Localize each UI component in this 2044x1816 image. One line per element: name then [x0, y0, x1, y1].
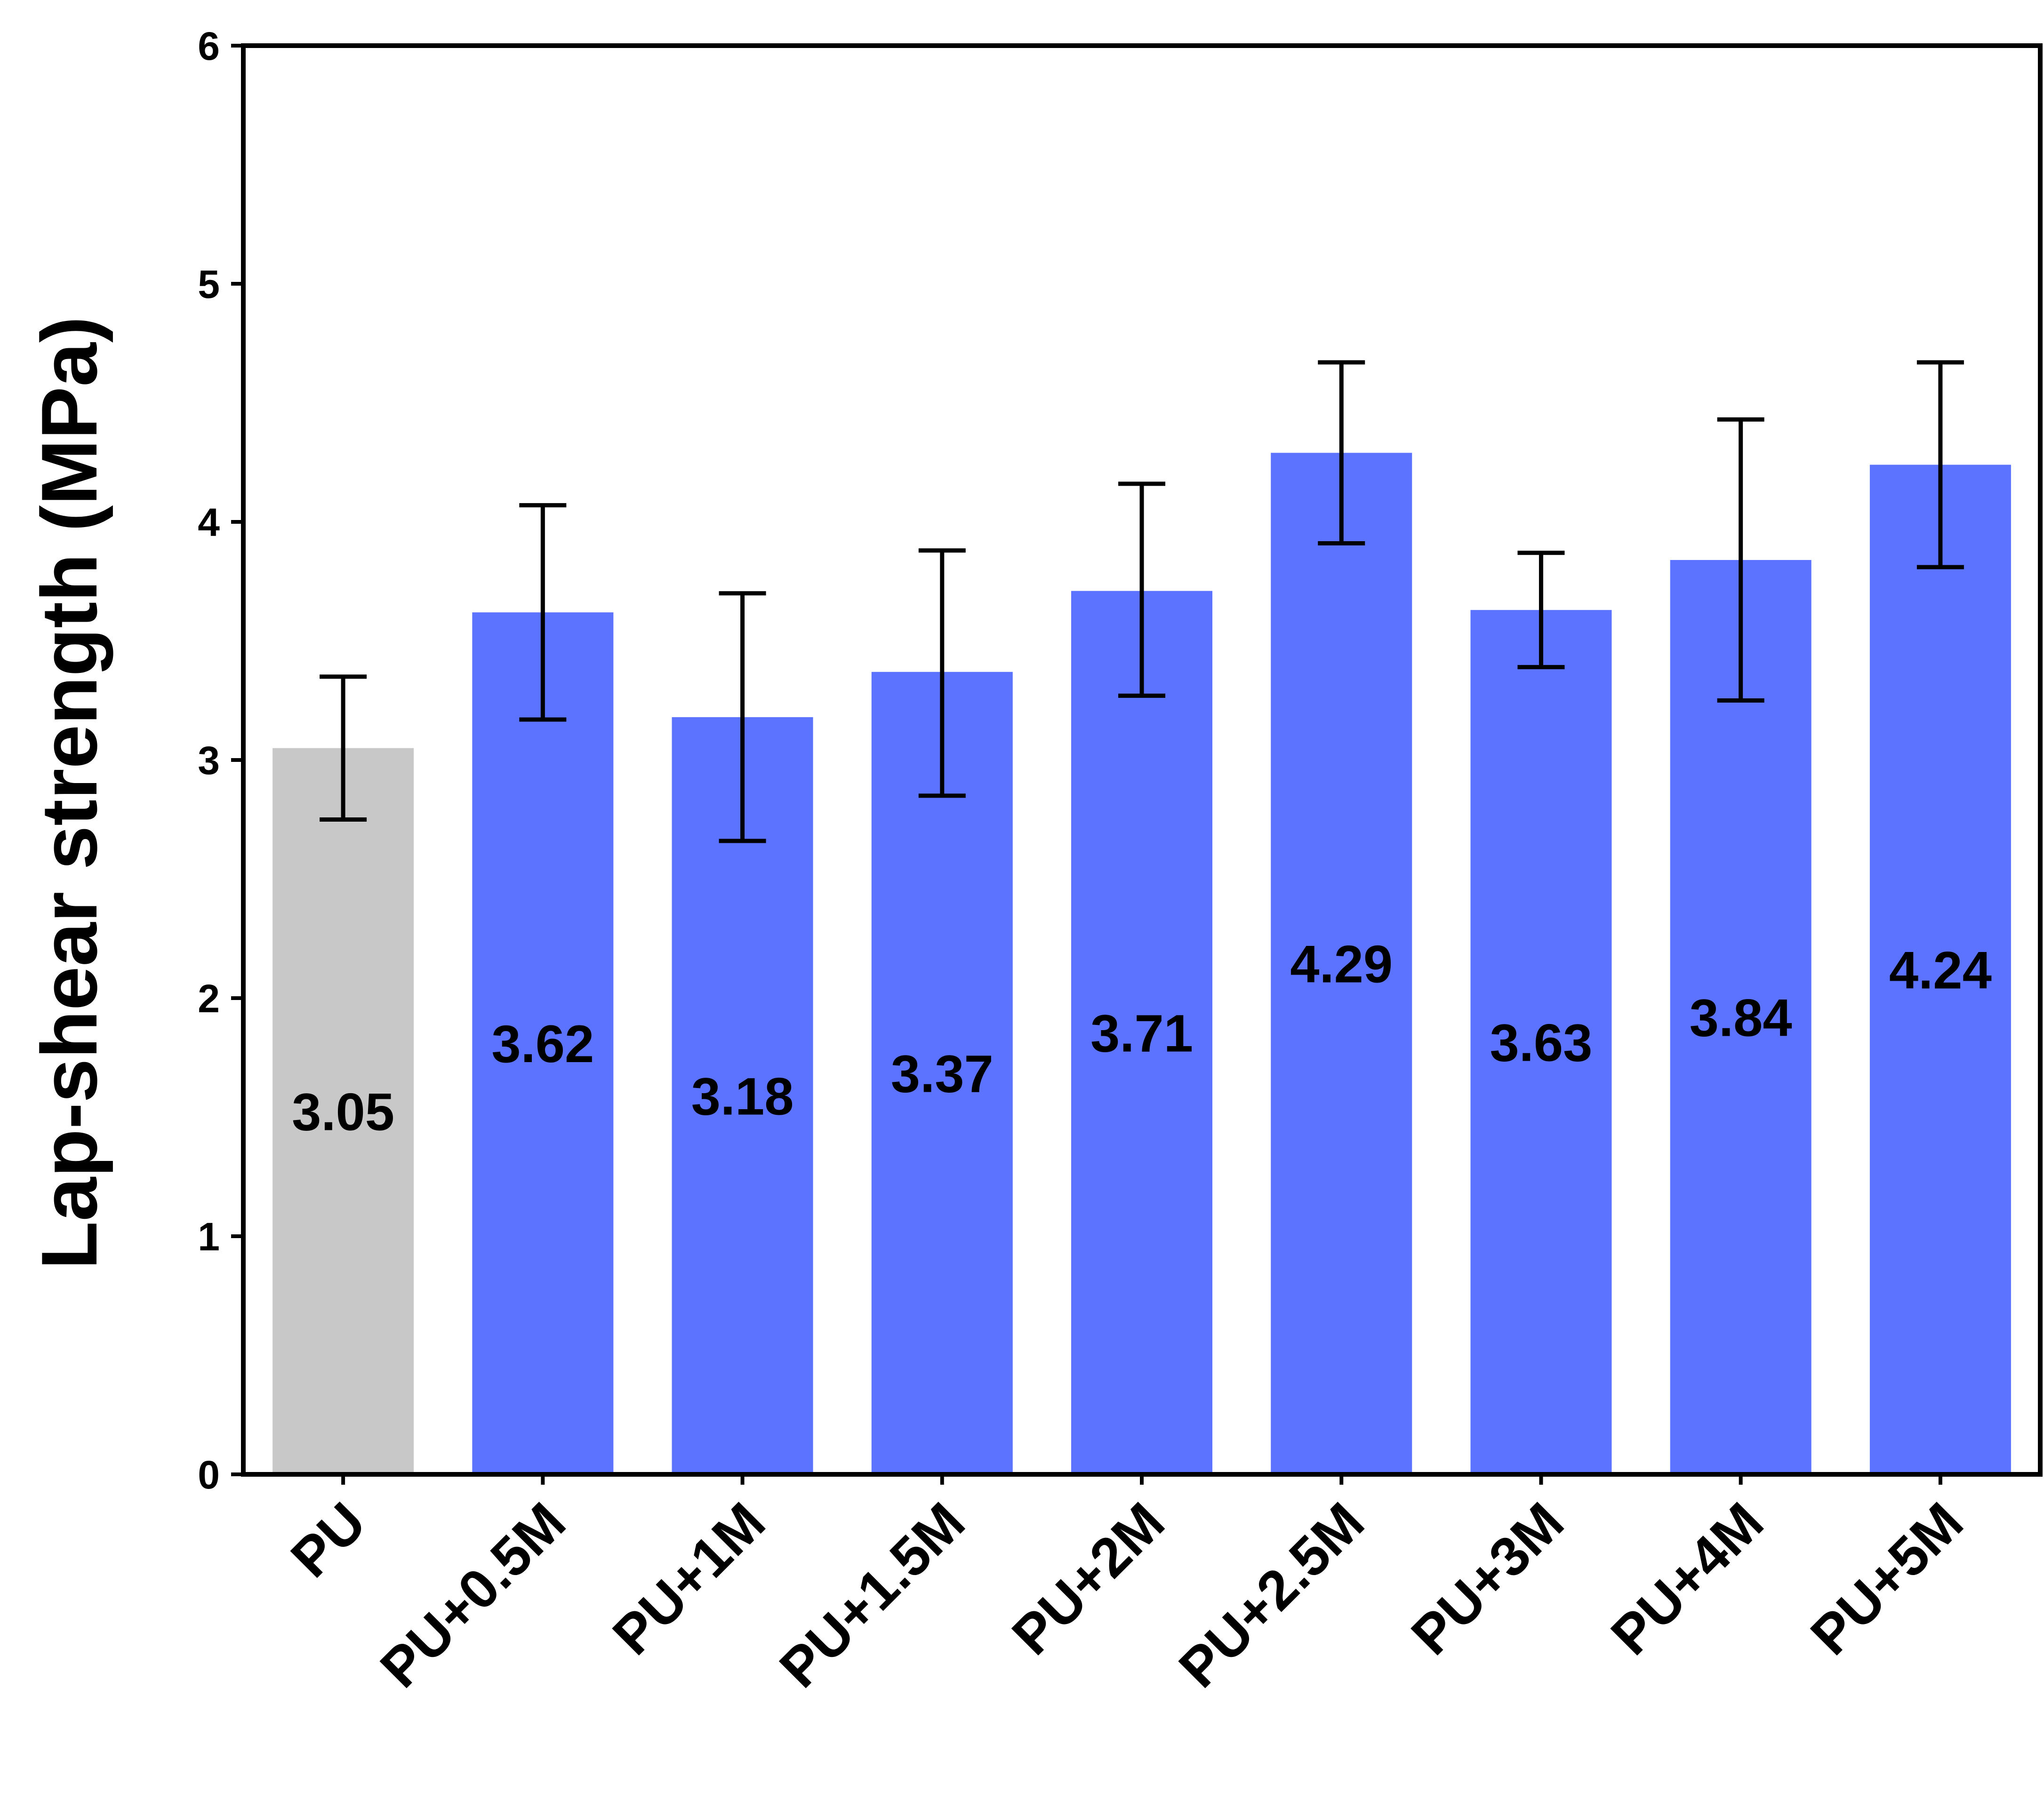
y-tick-label-0: 0 — [198, 1453, 220, 1497]
y-axis-title: Lap-shear strength (MPa) — [25, 316, 113, 1270]
bar-PU+5M — [1869, 464, 2011, 1474]
bar-PU+1.5M — [871, 672, 1013, 1474]
bar-PU+2M — [1071, 591, 1212, 1474]
value-label-PU: 3.05 — [292, 1082, 394, 1141]
bar-PU+1M — [672, 717, 813, 1474]
value-label-PU+0.5M: 3.62 — [491, 1015, 594, 1073]
value-label-PU+5M: 4.24 — [1889, 941, 1992, 1000]
y-tick-label-2: 2 — [198, 976, 220, 1021]
bar-PU+0.5M — [472, 612, 614, 1474]
y-tick-label-6: 6 — [198, 24, 220, 68]
y-tick-label-1: 1 — [198, 1215, 220, 1259]
bar-PU+4M — [1670, 560, 1812, 1474]
value-labels-layer: 3.05 3.62 3.18 3.37 3.71 4.29 3.63 3.84 4.24 — [292, 935, 1992, 1142]
bar-PU+3M — [1470, 610, 1612, 1474]
value-label-PU+2M: 3.71 — [1090, 1004, 1193, 1063]
value-label-PU+1M: 3.18 — [691, 1067, 794, 1126]
bar-PU+2.5M — [1271, 453, 1412, 1474]
value-label-PU+3M: 3.63 — [1490, 1014, 1592, 1072]
y-axis: 0 1 2 3 4 5 6 — [198, 24, 243, 1497]
y-tick-label-5: 5 — [198, 262, 220, 306]
error-bars-layer — [320, 360, 1964, 843]
value-label-PU+4M: 3.84 — [1690, 988, 1792, 1047]
y-tick-label-3: 3 — [198, 738, 220, 783]
y-tick-label-4: 4 — [198, 500, 220, 544]
value-label-PU+1.5M: 3.37 — [891, 1044, 994, 1103]
bars-layer — [273, 453, 2011, 1474]
bar-PU — [273, 748, 414, 1474]
value-label-PU+2.5M: 4.29 — [1290, 935, 1393, 994]
